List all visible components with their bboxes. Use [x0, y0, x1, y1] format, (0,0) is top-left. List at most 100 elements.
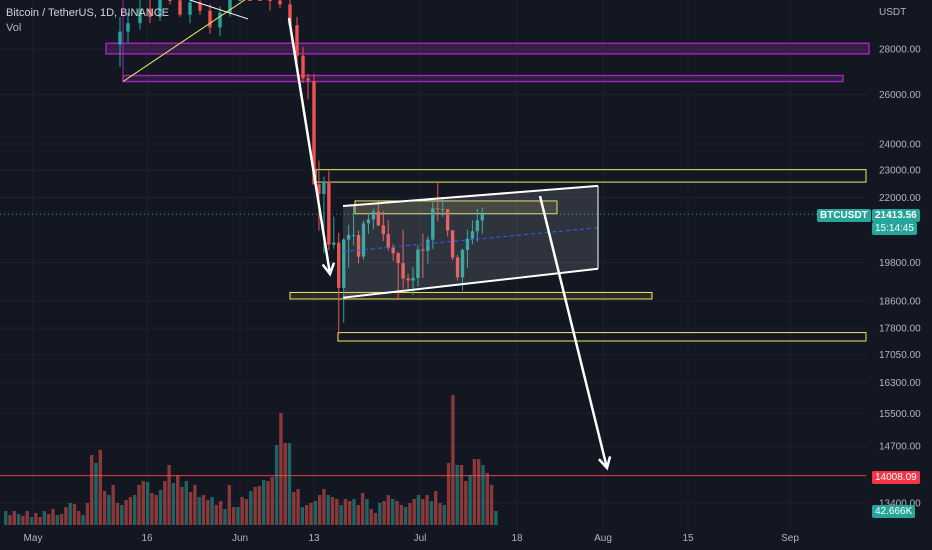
volume-bar: [12, 511, 16, 525]
candle-body: [366, 219, 371, 224]
price-tick-label: 13400.00: [879, 499, 921, 510]
volume-bar: [395, 501, 399, 525]
volume-bar: [494, 511, 498, 525]
candle-body: [322, 181, 326, 194]
candle-body: [376, 211, 381, 226]
drawings-layer: [122, 0, 612, 471]
volume-bar: [386, 495, 391, 525]
volume-bar: [72, 504, 77, 525]
triangle-inner-line: [189, 0, 249, 20]
volume-bar: [412, 499, 416, 525]
volume-bar: [34, 513, 38, 525]
volume-bar: [300, 507, 305, 525]
volume-bar: [167, 465, 171, 525]
time-tick-label: Jul: [414, 533, 427, 544]
volume-bar: [317, 495, 322, 525]
volume-bar: [21, 516, 25, 525]
candle-body: [426, 239, 430, 251]
candle-body: [416, 249, 420, 278]
volume-bar: [343, 499, 348, 525]
support-zone-2: [337, 332, 867, 342]
time-tick-label: Sep: [781, 533, 799, 544]
down-arrow-1: [287, 17, 332, 275]
volume-bar: [249, 491, 253, 525]
resistance-zone-yellow: [315, 169, 867, 183]
volume-bar: [137, 485, 141, 525]
volume-bar: [180, 487, 184, 525]
volume-bar: [477, 459, 481, 525]
volume-bar: [120, 505, 124, 525]
volume-bar: [59, 514, 64, 525]
time-tick-label: May: [24, 533, 43, 544]
volume-bar: [171, 483, 176, 525]
history-candle-body: [306, 78, 310, 81]
candles-layer: [0, 74, 866, 335]
volume-bar: [90, 455, 94, 525]
countdown-tag: 15:14:45: [872, 222, 917, 235]
candle-body: [441, 209, 445, 211]
candle-body: [371, 211, 376, 220]
time-tick-label: 15: [682, 533, 694, 544]
volume-bar: [253, 487, 257, 525]
volume-bar: [42, 511, 47, 525]
volume-bar: [472, 459, 477, 525]
history-candle-body: [301, 55, 305, 79]
volume-bar: [193, 485, 197, 525]
candle-body: [411, 277, 415, 281]
volume-bar: [305, 505, 309, 525]
volume-bar: [128, 497, 133, 525]
volume-bar: [442, 505, 446, 525]
volume-bar: [352, 499, 356, 525]
volume-bar: [455, 465, 459, 525]
channel-upper-line: [342, 184, 599, 208]
volume-bar: [322, 489, 326, 525]
volume-bar: [163, 481, 167, 525]
resistance-zone-purple-1: [105, 42, 870, 55]
channel-lower-line: [342, 267, 599, 299]
history-candle-body: [138, 8, 142, 24]
time-tick-label: Jun: [232, 533, 248, 544]
volume-bar: [356, 505, 360, 525]
symbol-title: Bitcoin / TetherUS, 1D, BINANCE: [6, 7, 170, 19]
time-tick-label: 16: [141, 533, 153, 544]
volume-bar: [77, 511, 81, 525]
volume-bar: [451, 395, 455, 525]
volume-bar: [485, 473, 489, 525]
volume-bar: [4, 511, 8, 525]
resistance-zone-purple-2: [122, 74, 844, 83]
down-arrow-2-head: [597, 456, 612, 471]
volume-bar: [408, 503, 412, 525]
volume-bar: [244, 499, 249, 525]
volume-bar: [425, 495, 429, 525]
volume-bar: [231, 507, 236, 525]
volume-bar: [98, 450, 102, 525]
time-axis: May 16 Jun 13 Jul 18 Aug 15 Sep: [24, 533, 800, 544]
candle-body: [470, 231, 475, 239]
volume-bar: [266, 481, 270, 525]
volume-bar: [38, 517, 42, 525]
history-candle-body: [178, 0, 182, 15]
volume-bar: [416, 495, 421, 525]
volume-bar: [158, 490, 163, 525]
volume-bar: [429, 501, 434, 525]
volume-bar: [150, 493, 154, 525]
volume-bars: [4, 395, 498, 525]
candle-body: [445, 209, 450, 231]
volume-bar: [219, 501, 223, 525]
history-candle-body: [208, 10, 212, 28]
channel-mid-line: [342, 227, 599, 253]
volume-bar: [262, 480, 266, 525]
price-tick-label: 19800.00: [879, 258, 921, 269]
price-tick-label: 24000.00: [879, 139, 921, 150]
volume-bar: [464, 481, 468, 525]
line-price-tag: 14008.09: [872, 471, 920, 484]
channel-fill: [343, 185, 598, 298]
volume-bar: [369, 509, 373, 525]
volume-bar: [283, 443, 287, 525]
volume-bar: [8, 515, 12, 525]
support-zone-1: [289, 291, 653, 300]
candle-body: [436, 208, 440, 210]
candle-body: [421, 249, 425, 251]
volume-bar: [210, 497, 214, 525]
